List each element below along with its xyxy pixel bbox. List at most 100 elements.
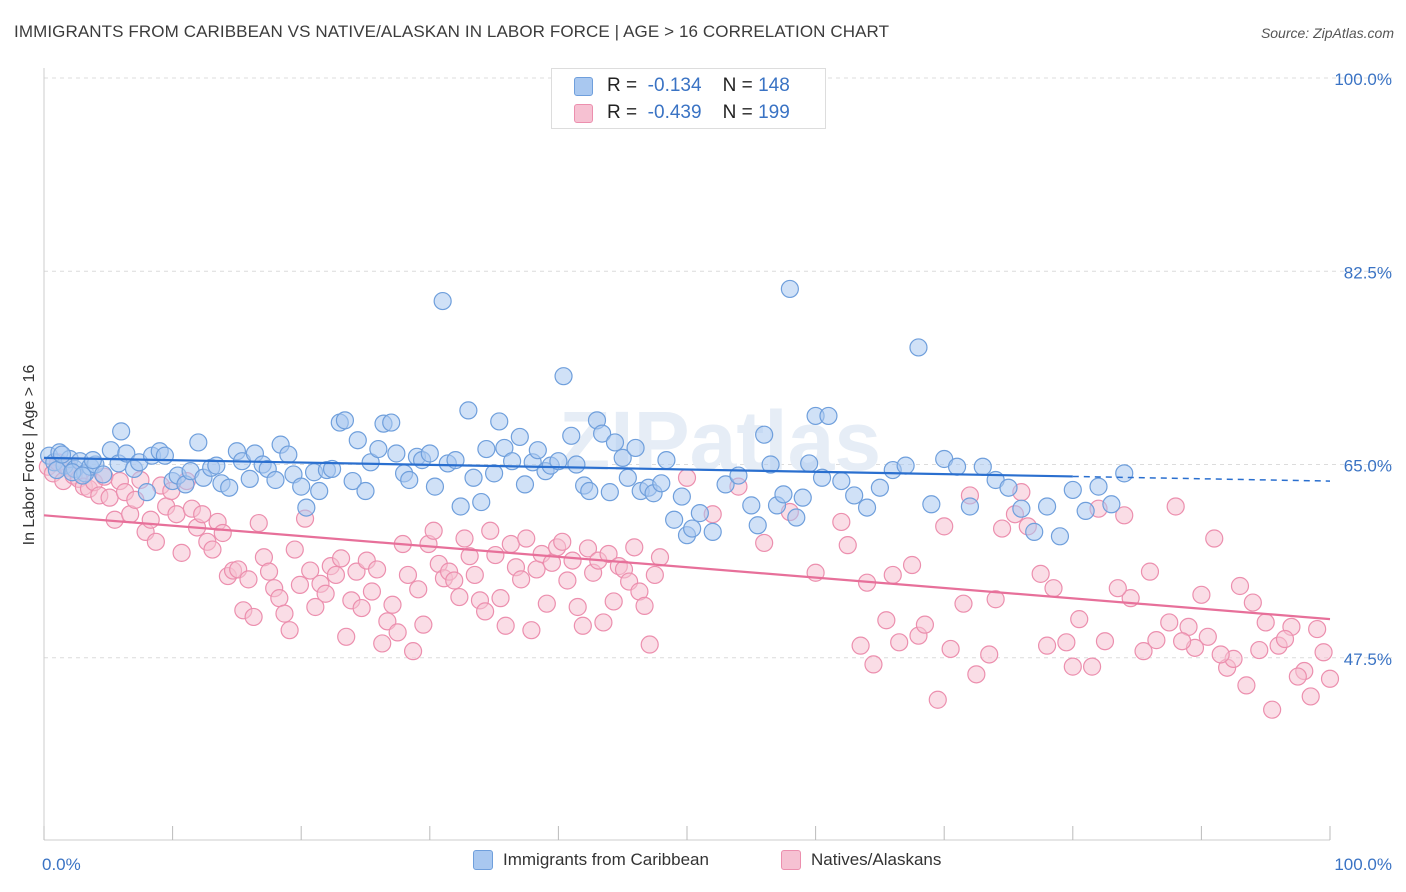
data-point	[613, 448, 632, 467]
data-point	[280, 621, 299, 640]
data-point	[640, 635, 659, 654]
data-point	[1308, 619, 1327, 639]
data-point	[1082, 657, 1102, 676]
data-point	[348, 431, 367, 450]
data-point	[337, 627, 356, 646]
data-point	[780, 279, 799, 299]
data-point	[716, 475, 735, 494]
data-point	[1108, 579, 1127, 598]
data-point	[459, 401, 478, 420]
data-point	[832, 512, 851, 532]
data-point	[335, 411, 355, 430]
data-point	[690, 504, 709, 523]
data-point	[1050, 527, 1070, 546]
data-point	[409, 580, 428, 599]
data-point	[203, 540, 222, 559]
data-point	[517, 529, 536, 548]
data-point	[528, 441, 547, 460]
data-point	[141, 510, 160, 529]
data-point	[832, 471, 851, 491]
data-point	[100, 488, 119, 507]
data-point	[748, 516, 767, 535]
data-point	[451, 497, 470, 516]
data-point	[580, 481, 599, 501]
data-point	[742, 496, 761, 515]
data-point	[650, 548, 670, 567]
data-point	[240, 469, 259, 488]
data-point	[537, 594, 556, 613]
data-point	[387, 444, 406, 463]
data-point	[935, 517, 954, 536]
data-point	[383, 595, 402, 614]
data-point	[793, 488, 812, 507]
data-point	[398, 565, 418, 585]
pink-swatch-icon	[781, 850, 801, 870]
data-point	[52, 445, 72, 464]
r-label: R =	[607, 102, 638, 123]
data-point	[883, 565, 902, 585]
data-point	[554, 367, 573, 386]
data-point	[266, 470, 285, 490]
data-point	[137, 483, 156, 502]
data-point	[1012, 499, 1031, 518]
data-point	[902, 555, 922, 575]
data-point	[455, 529, 474, 548]
blue-swatch-icon	[473, 850, 493, 870]
data-point	[851, 636, 870, 655]
data-point	[1147, 631, 1166, 650]
data-point	[172, 543, 191, 562]
n-label: N =	[722, 75, 753, 96]
data-point	[146, 532, 165, 551]
data-point	[1314, 643, 1333, 662]
data-point	[83, 451, 102, 470]
data-point	[618, 468, 637, 487]
data-point	[819, 406, 838, 426]
data-point	[297, 498, 316, 517]
data-point	[999, 478, 1018, 497]
legend-row-blue: R = -0.134 N = 148	[574, 73, 790, 99]
data-point	[112, 422, 131, 441]
data-point	[838, 536, 857, 555]
data-point	[947, 457, 967, 476]
data-point	[672, 487, 691, 506]
data-point	[645, 565, 664, 585]
pink-swatch-icon	[574, 103, 593, 123]
data-point	[367, 560, 387, 579]
data-point	[420, 444, 439, 463]
legend-label-pink: Natives/Alaskans	[811, 850, 942, 869]
data-point	[1115, 506, 1134, 525]
data-point	[1237, 676, 1256, 695]
data-point	[1063, 480, 1082, 500]
data-point	[635, 596, 654, 615]
data-point	[193, 505, 212, 524]
bottom-legend-pink: Natives/Alaskans	[781, 850, 941, 870]
y-tick-label: 100.0%	[1334, 70, 1392, 89]
data-point	[1288, 667, 1307, 686]
data-point	[573, 616, 592, 635]
data-point	[812, 468, 832, 487]
data-point	[239, 570, 258, 589]
data-point	[604, 592, 623, 611]
data-point	[167, 505, 186, 524]
data-point	[275, 604, 294, 623]
data-point	[362, 582, 382, 601]
tick-labels: 47.5% 65.0% 82.5% 100.0% 0.0% 100.0%	[42, 70, 1392, 874]
data-point	[954, 594, 973, 613]
data-point	[593, 424, 612, 443]
data-point	[331, 549, 351, 568]
data-point	[960, 497, 980, 516]
data-point	[356, 481, 375, 501]
data-point	[1230, 576, 1250, 596]
data-point	[47, 460, 66, 480]
data-point	[558, 571, 577, 590]
data-point	[1198, 627, 1217, 646]
data-point	[279, 445, 298, 464]
data-point	[909, 338, 928, 357]
data-point	[1275, 629, 1295, 649]
data-point	[1044, 579, 1063, 598]
data-point	[465, 565, 484, 585]
data-point	[486, 545, 505, 565]
data-point	[481, 521, 500, 540]
data-point	[677, 468, 697, 487]
